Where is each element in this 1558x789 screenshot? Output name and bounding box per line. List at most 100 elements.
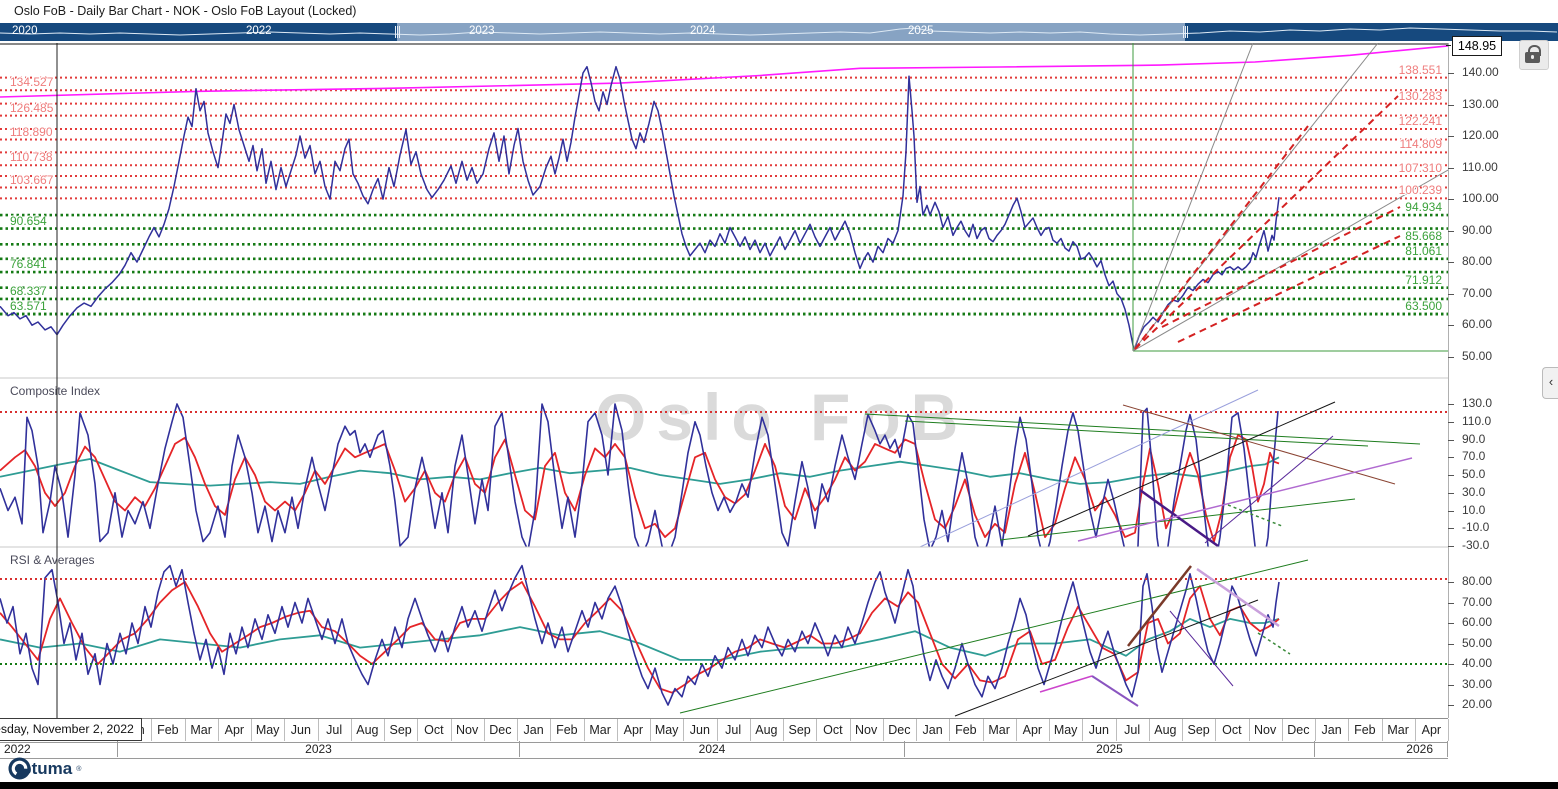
price-line [0,65,1280,352]
gray-ray-1[interactable] [1132,43,1254,352]
support-label-71.912[interactable]: 71.912 [1405,272,1442,287]
gray-ray-3[interactable] [1132,169,1448,352]
axis-tick-label-80.00: 80.00 [1462,254,1493,269]
purple-thin-asc[interactable] [1204,435,1334,544]
time-navigator[interactable]: 2020 2022 2023 2024 2025 [0,23,1558,41]
resistance-label-126.485[interactable]: 126.485 [10,100,54,115]
axis-tick [1448,325,1454,327]
lavender-asc[interactable] [919,389,1259,547]
support-label-63.500[interactable]: 63.500 [1405,299,1442,314]
month-cell-Nov: Nov [850,719,884,741]
navigator-year-2025: 2025 [908,25,934,37]
violet-asc[interactable] [1077,457,1413,542]
resistance-label-100.239[interactable]: 100.239 [1398,183,1442,198]
resistance-label-118.890[interactable]: 118.890 [10,124,53,139]
month-cell-Jan: Jan [517,719,552,741]
axis-tick [1448,136,1454,138]
navigator-handle-right[interactable] [1182,26,1189,38]
month-cell-Jun: Jun [1082,719,1117,741]
panel-label-composite-index: Composite Index [10,384,101,398]
month-cell-Jun: Jun [284,719,319,741]
axis-tick-label-60.00: 60.00 [1462,317,1493,332]
lock-keyhole [1531,55,1534,59]
optuma-logo-tm: ® [76,765,82,773]
month-cell-Mar: Mar [185,719,219,741]
year-axis[interactable]: 2022 2023 2024 2025 2026 [0,741,1448,759]
chart-svg[interactable] [0,43,1448,718]
composite-signal-line [0,434,1280,543]
resistance-label-134.527[interactable]: 134.527 [10,75,54,90]
month-cell-Apr: Apr [617,719,651,741]
year-cell-2024: 2024 [520,741,905,757]
support-label-68.337[interactable]: 68.337 [10,283,47,298]
composite-smoothing-line [0,456,1280,487]
green-asc[interactable] [679,559,1309,714]
magenta-asc[interactable] [1039,675,1093,693]
month-axis[interactable]: JanFebMarAprMayJunJulAugSepOctNovDecJanF… [0,718,1449,743]
axis-tick-label-130.0: 130.0 [1462,396,1493,410]
crosshair-date-tooltip: Wednesday, November 2, 2022 [0,718,142,741]
lock-shackle [1528,45,1541,56]
red-fan-1[interactable] [1134,125,1309,350]
watermark: Oslo FoB [595,380,969,454]
red-fan-2[interactable] [1134,95,1399,350]
brown-desc[interactable] [1122,404,1396,485]
lock-icon[interactable] [1519,40,1549,70]
axis-tick-label-140.00: 140.00 [1462,65,1499,79]
axis-tick [1448,582,1454,583]
violet-desc[interactable] [1091,675,1139,707]
navigator-selection[interactable] [397,23,1185,41]
support-label-90.654[interactable]: 90.654 [10,213,47,228]
navigator-handle-left[interactable] [394,26,401,38]
last-price-tick [1446,45,1451,46]
resistance-label-103.667[interactable]: 103.667 [10,172,54,187]
axis-tick [1448,404,1454,405]
axis-tick [1448,705,1454,706]
axis-tick [1448,528,1454,530]
last-price-box: 148.95 [1452,36,1502,56]
axis-tick-label-50.00: 50.00 [1462,348,1493,363]
green-dotted-desc[interactable] [1227,504,1283,527]
black-asc[interactable] [954,599,1259,717]
axis-tick-label--10.0: -10.0 [1462,520,1490,535]
green-desc-2[interactable] [904,420,1369,447]
support-label-85.668[interactable]: 85.668 [1405,229,1442,244]
axis-tick-label-40.00: 40.00 [1462,656,1493,670]
red-channel-upper[interactable] [1161,206,1401,328]
purple-thick-desc[interactable] [1139,488,1219,547]
price-axis[interactable] [1448,43,1558,718]
resistance-label-114.809[interactable]: 114.809 [1399,137,1443,152]
month-cell-Nov: Nov [1249,719,1283,741]
plum-desc[interactable] [1196,567,1280,628]
chart-area[interactable]: Oslo FoB [0,43,1448,718]
resistance-label-122.241[interactable]: 122.241 [1398,113,1442,128]
brown-thick-asc[interactable] [1127,565,1192,647]
support-label-81.061[interactable]: 81.061 [1405,243,1442,258]
month-cell-Jul: Jul [318,719,352,741]
year-cell-2026: 2026 [1315,741,1448,757]
support-label-94.934[interactable]: 94.934 [1405,200,1442,215]
support-label-63.571[interactable]: 63.571 [10,298,47,313]
chevron-left-icon[interactable]: ‹ [1542,367,1558,399]
support-label-76.841[interactable]: 76.841 [10,257,47,272]
axis-tick-label-130.00: 130.00 [1462,96,1499,111]
resistance-label-138.551[interactable]: 138.551 [1398,62,1442,77]
red-channel-lower[interactable] [1177,235,1401,343]
axis-tick-label-50.00: 50.00 [1462,635,1493,650]
axis-tick [1448,475,1454,476]
resistance-label-130.283[interactable]: 130.283 [1398,88,1442,103]
resistance-label-110.738[interactable]: 110.738 [10,150,53,165]
purple-thin-desc[interactable] [1169,610,1234,687]
month-cell-Jun: Jun [683,719,718,741]
month-cell-Jul: Jul [1116,719,1150,741]
green-dotted-desc[interactable] [1257,632,1291,655]
year-cell-2023: 2023 [118,741,520,757]
axis-tick [1448,262,1454,264]
resistance-label-107.310[interactable]: 107.310 [1398,161,1442,176]
upper-channel-line [0,45,1448,98]
green-asc[interactable] [999,498,1356,541]
month-cell-Apr: Apr [1415,719,1449,741]
black-asc[interactable] [1027,401,1336,537]
green-desc-1[interactable] [864,413,1421,445]
